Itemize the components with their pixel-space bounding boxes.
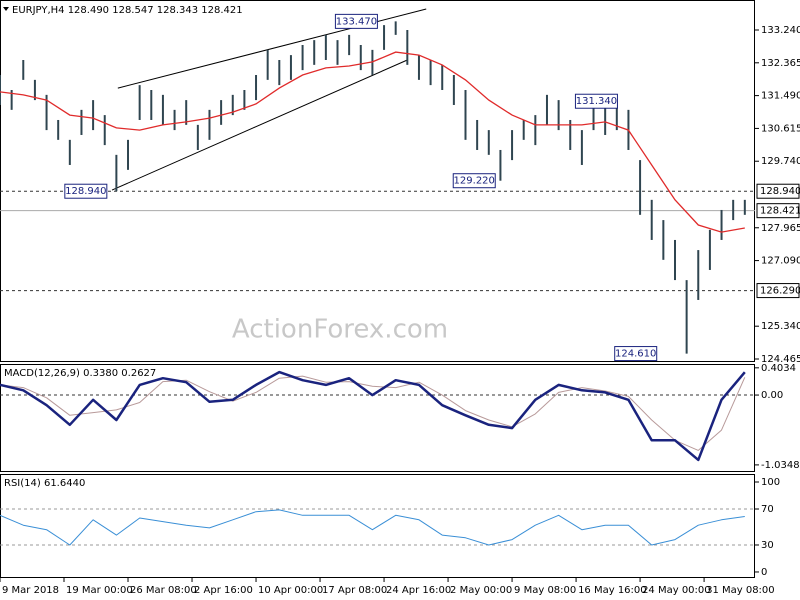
y-tick-label: 70: [761, 504, 774, 515]
moving-average: [0, 51, 745, 233]
x-tick-label: 31 May 08:00: [706, 585, 775, 596]
level-tag: [756, 183, 800, 199]
y-tick-label: 130.615: [761, 123, 800, 134]
indicator-line: [0, 509, 745, 546]
y-tick-label: 127.965: [761, 223, 800, 234]
x-tick-label: 2 May 00:00: [450, 585, 512, 596]
y-tick-label: 129.740: [761, 156, 800, 167]
x-tick-label: 26 Mar 08:00: [130, 585, 197, 596]
annotation-box: [452, 173, 496, 189]
y-tick-label: 0.4034: [761, 363, 796, 374]
y-tick-label: 124.465: [761, 354, 800, 365]
annotation-label: 129.220: [454, 176, 495, 187]
annotation-label: 124.610: [615, 349, 656, 360]
panel-title: MACD(12,26,9) 0.3380 0.2627: [4, 368, 156, 379]
x-tick-label: 16 May 16:00: [578, 585, 647, 596]
trendline: [111, 59, 408, 191]
y-tick-label: 133.240: [761, 25, 800, 36]
y-tick-label: 100: [761, 477, 780, 488]
y-tick-label: 125.340: [761, 321, 800, 332]
menu-arrow: [3, 7, 9, 11]
y-tick-label: -1.0348: [761, 460, 800, 471]
annotation-box: [614, 346, 658, 362]
level-label: 126.290: [760, 286, 800, 297]
x-tick-label: 9 Mar 2018: [2, 585, 59, 596]
x-tick-label: 9 May 08:00: [514, 585, 576, 596]
panel-frame: [0, 364, 755, 472]
annotation-box: [64, 183, 108, 199]
annotation-label: 131.340: [576, 96, 617, 107]
level-tag: [756, 283, 800, 299]
panel-title: RSI(14) 61.6440: [4, 478, 85, 489]
annotation-label: 133.470: [336, 16, 377, 27]
level-label: 128.421: [760, 206, 800, 217]
y-tick-label: 0.00: [761, 390, 783, 401]
indicator-line: [0, 370, 746, 462]
x-tick-label: 24 Apr 16:00: [386, 585, 451, 596]
y-tick-label: 0: [761, 567, 767, 578]
x-tick-label: 2 Apr 16:00: [194, 585, 253, 596]
watermark: ActionForex.com: [232, 315, 448, 345]
y-tick-label: 127.090: [761, 256, 800, 267]
x-tick-label: 10 Apr 00:00: [258, 585, 323, 596]
annotation-box: [334, 13, 378, 29]
y-tick-label: 131.490: [761, 91, 800, 102]
annotation-label: 128.940: [65, 186, 106, 197]
chart-title: EURJPY,H4 128.490 128.547 128.343 128.42…: [12, 5, 243, 16]
x-tick-label: 19 Mar 00:00: [66, 585, 133, 596]
y-tick-label: 30: [761, 540, 774, 551]
level-label: 128.940: [760, 186, 800, 197]
panel-frame: [0, 474, 755, 578]
x-tick-label: 17 Apr 08:00: [322, 585, 387, 596]
y-tick-label: 132.365: [761, 58, 800, 69]
x-tick-label: 24 May 00:00: [642, 585, 711, 596]
annotation-box: [574, 93, 618, 109]
panel-frame: [0, 0, 755, 362]
level-tag: [756, 203, 800, 219]
